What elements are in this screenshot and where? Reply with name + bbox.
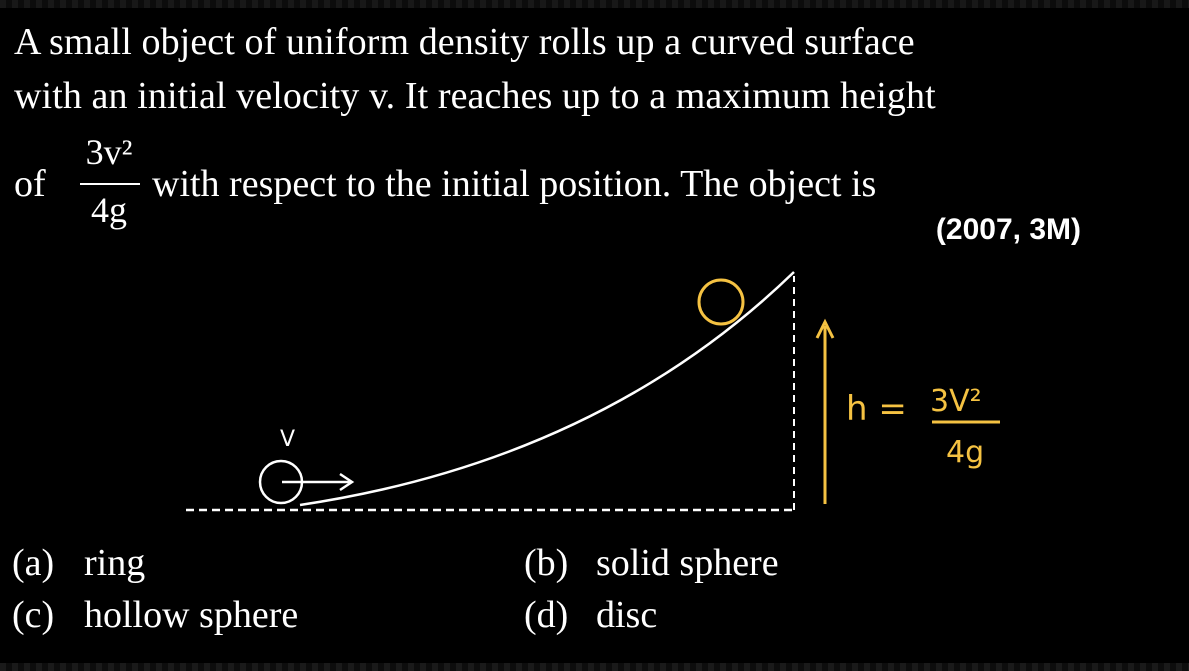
fraction-bar	[80, 183, 140, 185]
option-b-text: solid sphere	[596, 542, 779, 584]
question-line-3-rest: with respect to the initial position. Th…	[152, 163, 877, 205]
year-marks: (2007, 3M)	[935, 213, 1081, 246]
option-c-tag: (c)	[12, 594, 55, 636]
option-a-tag: (a)	[12, 542, 55, 584]
question-line-1: A small object of uniform density rolls …	[14, 21, 915, 63]
velocity-label: V	[280, 427, 295, 452]
top-border	[0, 0, 1189, 8]
option-c[interactable]: (c) hollow sphere	[12, 592, 298, 638]
option-a-text: ring	[84, 542, 146, 584]
option-b-tag: (b)	[524, 542, 569, 584]
height-denominator: 4g	[946, 435, 984, 470]
height-arrowhead	[815, 318, 835, 339]
height-label: h =	[846, 389, 907, 429]
velocity-arrowhead	[339, 472, 355, 492]
height-numerator: 3V²	[930, 384, 982, 419]
option-c-text: hollow sphere	[84, 594, 299, 636]
fraction-denominator: 4g	[91, 190, 127, 230]
option-a[interactable]: (a) ring	[12, 540, 145, 586]
option-b[interactable]: (b) solid sphere	[524, 540, 779, 586]
question-line-2: with an initial velocity v. It reaches u…	[14, 75, 936, 117]
option-d-text: disc	[596, 594, 658, 636]
bottom-border	[0, 663, 1189, 671]
ball-top	[697, 278, 745, 326]
option-d-tag: (d)	[524, 594, 569, 636]
question-of-text: of	[14, 163, 46, 205]
fraction-numerator: 3v²	[85, 132, 133, 172]
curved-surface	[299, 271, 795, 507]
option-d[interactable]: (d) disc	[524, 592, 657, 638]
